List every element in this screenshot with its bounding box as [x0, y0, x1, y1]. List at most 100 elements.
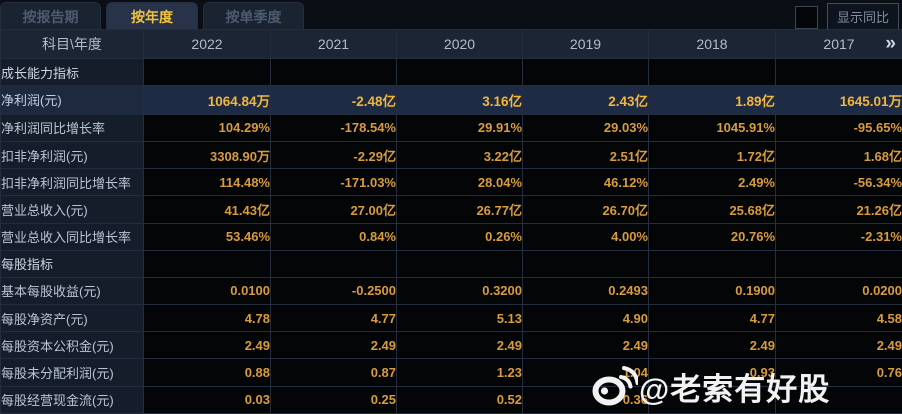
- value-cell: -171.03%: [270, 168, 397, 197]
- value-cell: 4.90: [522, 304, 649, 333]
- corner-cell: 科目\年度: [0, 29, 144, 59]
- value-cell: 2.49%: [648, 168, 776, 197]
- year-header: 2017 »: [775, 29, 902, 59]
- value-cell: 0.88: [143, 358, 271, 387]
- value-cell: -2.48亿: [270, 85, 397, 115]
- show-yoy-checkbox[interactable]: [794, 5, 818, 29]
- value-cell: 0.26%: [396, 222, 523, 251]
- table-row: 每股经营现金流(元) 0.03 0.25 0.52 0.36: [0, 385, 902, 414]
- row-label: 营业总收入(元): [0, 195, 144, 224]
- year-header: 2021: [270, 29, 397, 59]
- row-label: 净利润同比增长率: [0, 113, 144, 142]
- value-cell: 114.48%: [143, 168, 271, 197]
- value-cell: [648, 249, 776, 278]
- financial-table: 科目\年度 2022 2021 2020 2019 2018 2017 » 成长…: [0, 29, 902, 414]
- value-cell: 4.00%: [522, 222, 649, 251]
- value-cell: 4.77: [270, 304, 397, 333]
- value-cell: 0.25: [270, 385, 397, 414]
- value-cell: -95.65%: [775, 113, 902, 142]
- section-row: 成长能力指标: [0, 57, 902, 87]
- value-cell: 1.68亿: [775, 140, 902, 170]
- value-cell: 0.87: [270, 358, 397, 387]
- row-label: 营业总收入同比增长率: [0, 222, 144, 251]
- year-header: 2019: [522, 29, 649, 59]
- value-cell: -2.29亿: [270, 140, 397, 170]
- show-yoy-control: 显示同比: [794, 3, 899, 31]
- value-cell: 104.29%: [143, 113, 271, 142]
- value-cell: [648, 57, 776, 87]
- tab-bar: 按报告期 按年度 按单季度 显示同比: [0, 0, 902, 31]
- value-cell: 26.77亿: [396, 195, 523, 224]
- value-cell: 25.68亿: [648, 195, 776, 224]
- value-cell: 1064.84万: [143, 85, 271, 115]
- value-cell: 20.76%: [648, 222, 776, 251]
- value-cell: 0.0100: [143, 276, 271, 306]
- value-cell: [270, 57, 397, 87]
- row-label: 每股净资产(元): [0, 304, 144, 333]
- tab-by-report-period[interactable]: 按报告期: [0, 2, 101, 29]
- value-cell: 0.2493: [522, 276, 649, 306]
- value-cell: 0.76: [775, 358, 902, 387]
- tab-by-quarter[interactable]: 按单季度: [203, 2, 304, 29]
- value-cell: 2.49: [522, 331, 649, 360]
- row-label: 成长能力指标: [0, 57, 144, 87]
- value-cell: 28.04%: [396, 168, 523, 197]
- value-cell: 5.13: [396, 304, 523, 333]
- value-cell: 0.0200: [775, 276, 902, 306]
- value-cell: 53.46%: [143, 222, 271, 251]
- value-cell: -178.54%: [270, 113, 397, 142]
- show-yoy-button[interactable]: 显示同比: [826, 3, 899, 31]
- value-cell: 0.3200: [396, 276, 523, 306]
- value-cell: 1045.91%: [648, 113, 776, 142]
- value-cell: 1.72亿: [648, 140, 776, 170]
- value-cell: [143, 249, 271, 278]
- year-header: 2022: [143, 29, 271, 59]
- value-cell: 2.51亿: [522, 140, 649, 170]
- value-cell: 1.04: [522, 358, 649, 387]
- value-cell: 27.00亿: [270, 195, 397, 224]
- value-cell: 2.49: [396, 331, 523, 360]
- value-cell: [775, 385, 902, 414]
- row-label: 基本每股收益(元): [0, 276, 144, 306]
- value-cell: 2.43亿: [522, 85, 649, 115]
- row-label: 净利润(元): [0, 85, 144, 115]
- table-row: 净利润同比增长率 104.29% -178.54% 29.91% 29.03% 1045.…: [0, 113, 902, 142]
- value-cell: -2.31%: [775, 222, 902, 251]
- value-cell: 41.43亿: [143, 195, 271, 224]
- row-label: 每股经营现金流(元): [0, 385, 144, 414]
- value-cell: 2.49: [143, 331, 271, 360]
- value-cell: [396, 249, 523, 278]
- value-cell: 3.16亿: [396, 85, 523, 115]
- value-cell: [775, 249, 902, 278]
- value-cell: 4.77: [648, 304, 776, 333]
- value-cell: 4.58: [775, 304, 902, 333]
- value-cell: 46.12%: [522, 168, 649, 197]
- value-cell: 0.36: [522, 385, 649, 414]
- value-cell: [522, 57, 649, 87]
- value-cell: -56.34%: [775, 168, 902, 197]
- value-cell: 1.89亿: [648, 85, 776, 115]
- table-header-row: 科目\年度 2022 2021 2020 2019 2018 2017 »: [0, 29, 902, 59]
- value-cell: 29.03%: [522, 113, 649, 142]
- table-row: 每股净资产(元) 4.78 4.77 5.13 4.90 4.77 4.58: [0, 304, 902, 333]
- value-cell: [143, 57, 271, 87]
- value-cell: 3.22亿: [396, 140, 523, 170]
- row-label: 每股指标: [0, 249, 144, 278]
- value-cell: 0.1900: [648, 276, 776, 306]
- value-cell: [775, 57, 902, 87]
- row-label: 扣非净利润同比增长率: [0, 168, 144, 197]
- table-row: 营业总收入(元) 41.43亿 27.00亿 26.77亿 26.70亿 25.68亿 21…: [0, 195, 902, 224]
- value-cell: -0.2500: [270, 276, 397, 306]
- tab-by-year[interactable]: 按年度: [106, 2, 198, 29]
- year-header: 2020: [396, 29, 523, 59]
- value-cell: 2.49: [648, 331, 776, 360]
- section-row: 每股指标: [0, 249, 902, 278]
- value-cell: 1.23: [396, 358, 523, 387]
- value-cell: [270, 249, 397, 278]
- table-row: 扣非净利润(元) 3308.90万 -2.29亿 3.22亿 2.51亿 1.72亿 1.6…: [0, 140, 902, 170]
- more-years-chevron-icon[interactable]: »: [885, 33, 896, 55]
- value-cell: [522, 249, 649, 278]
- year-header: 2018: [648, 29, 776, 59]
- table-row: 每股未分配利润(元) 0.88 0.87 1.23 1.04 0.93 0.76: [0, 358, 902, 387]
- row-label: 扣非净利润(元): [0, 140, 144, 170]
